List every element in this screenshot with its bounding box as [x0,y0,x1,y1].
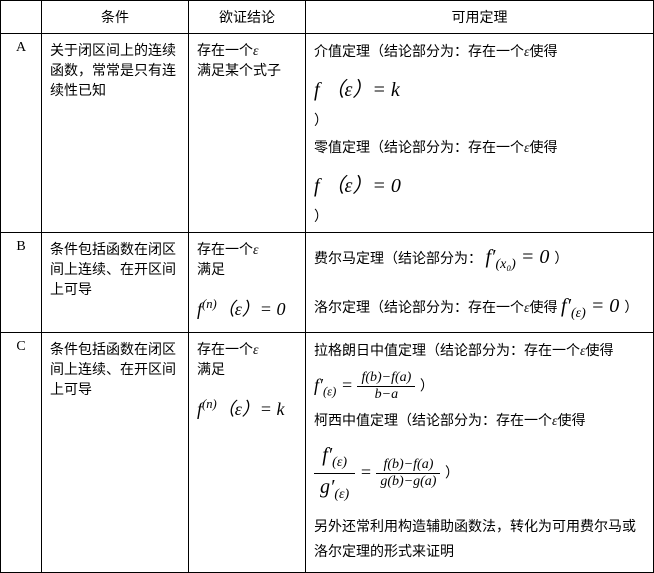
ivt-close: ） [314,114,328,129]
row-a-conc-prefix: 存在一个 [197,44,253,59]
zero-close: ） [314,210,328,225]
header-conclusion: 欲证结论 [189,1,306,34]
formula-rolle: f′(ε) = 0 [561,295,624,317]
zero-suffix: 使得 [530,141,558,156]
lagrange-close: ） [420,380,434,395]
rolle-mid: 使得 [530,301,558,316]
fermat-prefix: 费尔马定理（结论部分为： [314,252,482,267]
row-b-conc-formula: f(n)（ε）= 0 [197,299,285,319]
formula-cauchy: f′(ε) g′(ε) = f(b)−f(a) g(b)−g(a) [314,462,445,482]
rolle-prefix: 洛尔定理（结论部分为：存在一个 [314,301,524,316]
cauchy-prefix: 柯西中值定理（结论部分为：存在一个 [314,414,552,429]
row-c-conc-formula: f(n)（ε）= k [197,399,284,419]
row-b-conc-prefix: 存在一个 [197,243,253,258]
row-a-conc-suffix: 满足某个式子 [197,64,281,79]
row-a-conclusion: 存在一个ε 满足某个式子 [189,34,306,233]
row-c-theorem: 拉格朗日中值定理（结论部分为：存在一个ε使得 f′(ε) = f(b)−f(a)… [306,332,654,572]
row-a: A 关于闭区间上的连续函数，常常是只有连续性已知 存在一个ε 满足某个式子 介值… [1,34,654,233]
row-b-conclusion: 存在一个ε 满足 f(n)（ε）= 0 [189,233,306,332]
formula-fermat: f′(x₀) = 0 [486,246,555,268]
row-c: C 条件包括函数在闭区间上连续、在开区间上可导 存在一个ε 满足 f(n)（ε）… [1,332,654,572]
row-c-conc-prefix: 存在一个 [197,343,253,358]
epsilon-symbol: ε [253,343,259,358]
row-c-label: C [1,332,42,572]
lagrange-prefix: 拉格朗日中值定理（结论部分为：存在一个 [314,344,580,359]
row-c-conc-mid: 满足 [197,363,225,378]
cauchy-mid: 使得 [558,414,586,429]
epsilon-symbol: ε [253,243,259,258]
row-c-conclusion: 存在一个ε 满足 f(n)（ε）= k [189,332,306,572]
rolle-close: ） [624,301,638,316]
row-c-extra: 另外还常利用构造辅助函数法，转化为可用费尔马或洛尔定理的形式来证明 [314,515,645,565]
row-a-condition: 关于闭区间上的连续函数，常常是只有连续性已知 [42,34,189,233]
header-row: 条件 欲证结论 可用定理 [1,1,654,34]
row-b-theorem: 费尔马定理（结论部分为： f′(x₀) = 0 ） 洛尔定理（结论部分为：存在一… [306,233,654,332]
header-theorem: 可用定理 [306,1,654,34]
row-c-condition: 条件包括函数在闭区间上连续、在开区间上可导 [42,332,189,572]
cauchy-close: ） [445,467,459,482]
header-condition: 条件 [42,1,189,34]
fermat-close: ） [554,252,568,267]
row-b-conc-mid: 满足 [197,263,225,278]
row-b-label: B [1,233,42,332]
ivt-suffix: 使得 [530,45,558,60]
row-a-label: A [1,34,42,233]
lagrange-mid: 使得 [586,344,614,359]
formula-zero: f （ε）= 0 [314,169,645,198]
ivt-prefix: 介值定理（结论部分为：存在一个 [314,45,524,60]
header-blank [1,1,42,34]
epsilon-symbol: ε [253,44,259,59]
theorem-table: 条件 欲证结论 可用定理 A 关于闭区间上的连续函数，常常是只有连续性已知 存在… [0,0,654,573]
row-a-theorem: 介值定理（结论部分为：存在一个ε使得 f （ε）= k ） 零值定理（结论部分为… [306,34,654,233]
zero-prefix: 零值定理（结论部分为：存在一个 [314,141,524,156]
row-b: B 条件包括函数在闭区间上连续、在开区间上可导 存在一个ε 满足 f(n)（ε）… [1,233,654,332]
formula-ivt: f （ε）= k [314,73,645,102]
formula-lagrange: f′(ε) = f(b)−f(a) b−a [314,375,420,395]
row-b-condition: 条件包括函数在闭区间上连续、在开区间上可导 [42,233,189,332]
